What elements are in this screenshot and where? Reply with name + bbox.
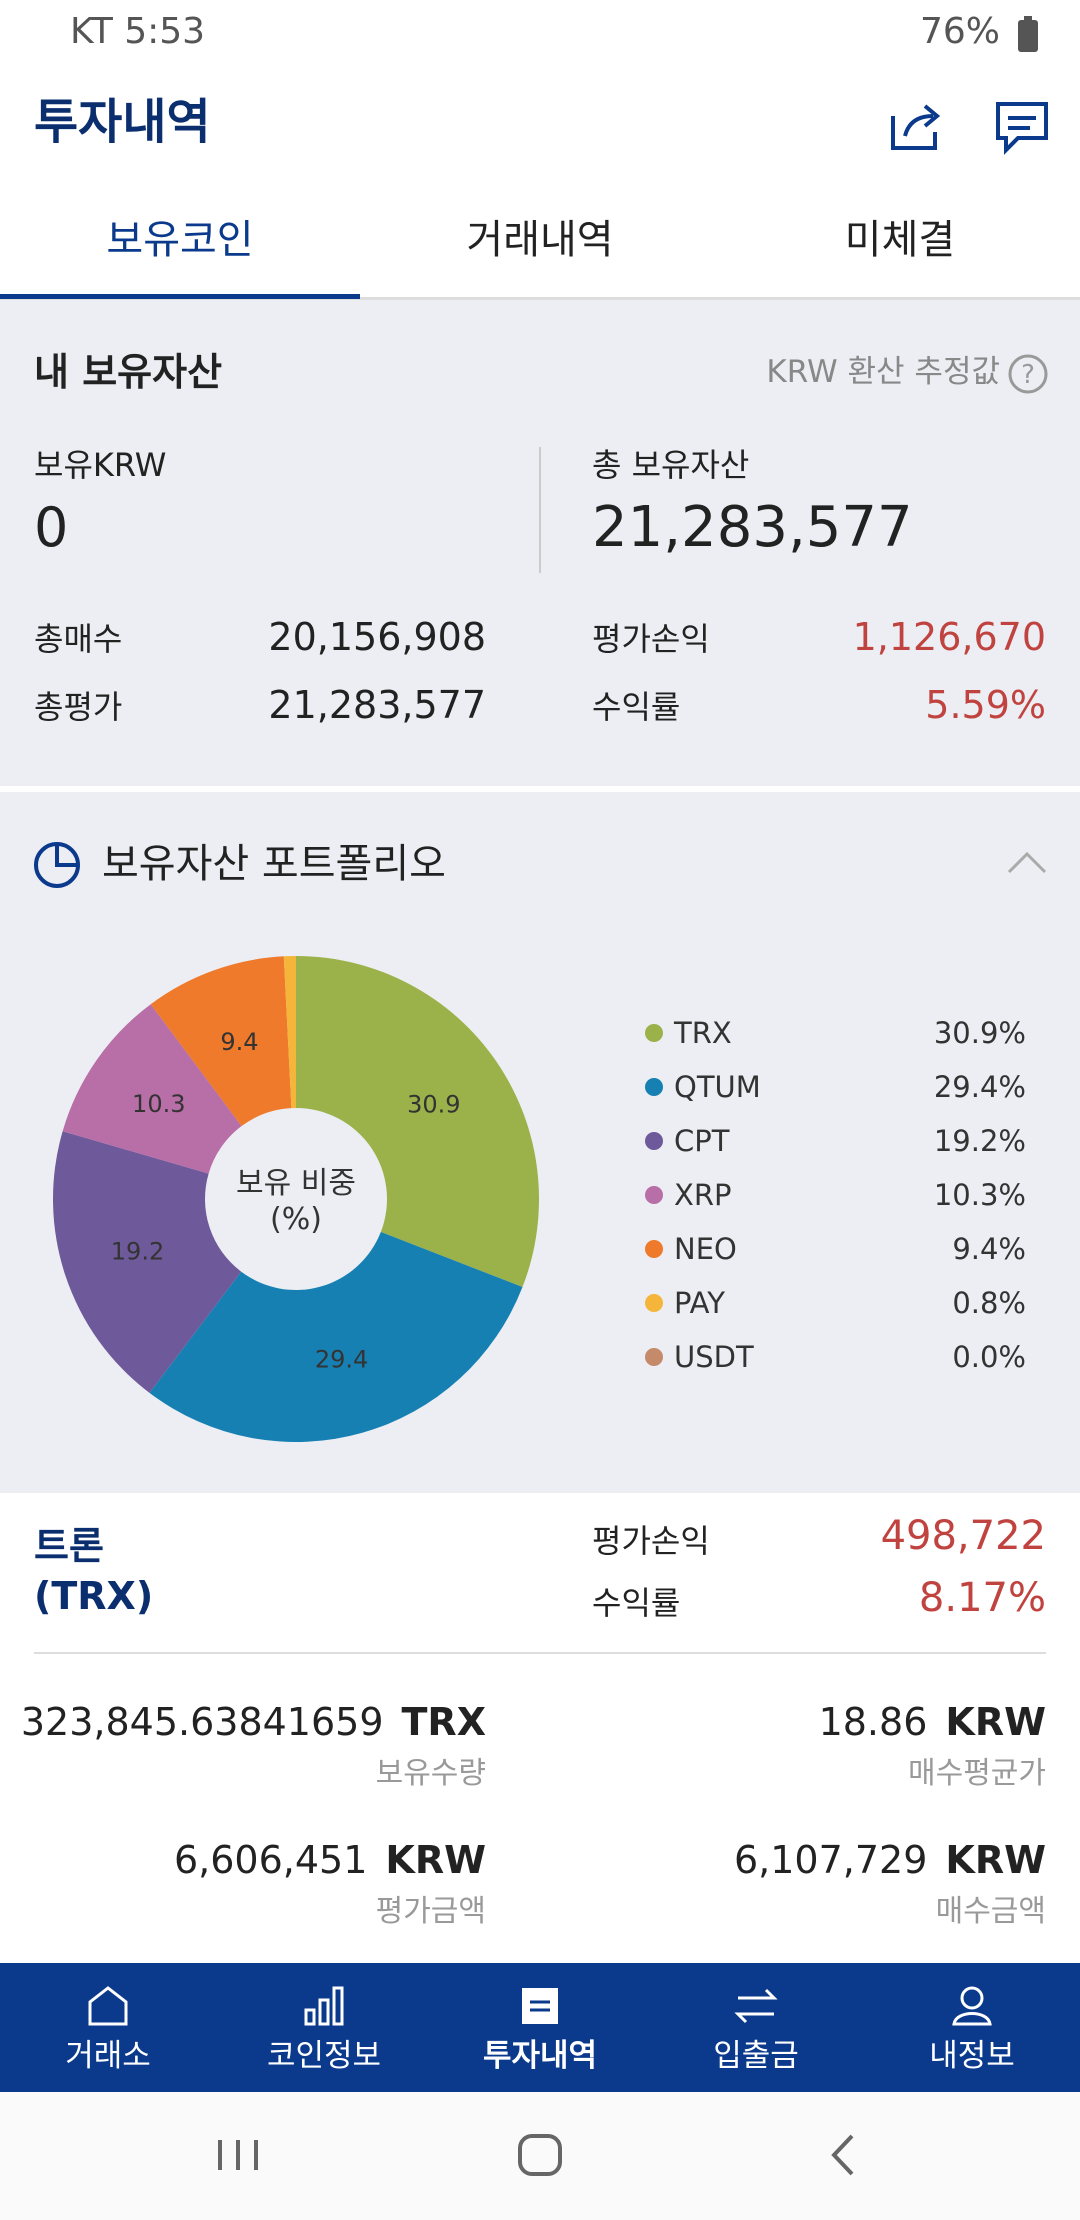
battery-icon: [1018, 16, 1038, 52]
row-value: 20,156,908: [268, 615, 486, 659]
legend-label: TRX: [673, 1016, 732, 1050]
total-label: 총 보유자산: [592, 446, 750, 484]
row-value: 1,126,670: [852, 615, 1046, 659]
assets-note: KRW 환산 추정값: [766, 354, 1000, 390]
pl-label: 평가손익: [592, 1522, 710, 1560]
legend-value: 0.0%: [952, 1340, 1026, 1374]
nav-item[interactable]: 거래소: [65, 2038, 151, 2074]
krw-value: 0: [34, 496, 69, 559]
rate-value: 8.17%: [918, 1575, 1046, 1621]
nav-item[interactable]: 입출금: [713, 2038, 799, 2074]
legend-label: XRP: [674, 1178, 732, 1212]
unit: TRX: [401, 1700, 486, 1744]
row-label: 평가손익: [592, 620, 710, 658]
legend-value: 29.4%: [934, 1070, 1026, 1104]
row-label: 총매수: [34, 620, 123, 658]
pie-slice: [149, 1231, 523, 1442]
amount: 6,606,451: [173, 1838, 368, 1882]
assets-title: 내 보유자산: [34, 350, 223, 394]
unit: KRW: [945, 1838, 1046, 1882]
nav-icons: [88, 1986, 992, 2026]
tab[interactable]: 거래내역: [466, 217, 614, 263]
pie-icon: [34, 842, 80, 888]
amount: 18.86: [818, 1700, 928, 1744]
legend-label: PAY: [674, 1286, 725, 1320]
help-icon[interactable]: ?: [1006, 352, 1050, 396]
legend-value: 9.4%: [952, 1232, 1026, 1266]
row-value: 5.59%: [925, 683, 1046, 727]
pie-slice: [62, 1004, 242, 1174]
detail-value: 6,606,451 KRW: [174, 1838, 486, 1884]
legend-swatch: [645, 1078, 663, 1096]
slice-label: 29.4: [315, 1346, 368, 1374]
legend-label: QTUM: [674, 1070, 761, 1104]
row-label: 총평가: [34, 688, 123, 726]
detail-label: 평가금액: [375, 1894, 486, 1929]
portfolio-chart: 30.9 29.4 19.2 10.3 9.4 보유 비중(%) TRX 30.9% QTUM 2…: [52, 956, 1026, 1442]
status-time: KT 5:53: [70, 11, 206, 52]
center-label: 보유 비중: [236, 1166, 356, 1201]
detail-label: 보유수량: [375, 1756, 486, 1791]
slice-label: 19.2: [111, 1238, 164, 1266]
divider: [34, 1652, 1046, 1654]
detail-label: 매수금액: [935, 1894, 1046, 1929]
legend-value: 19.2%: [934, 1124, 1026, 1158]
legend-label: NEO: [674, 1232, 737, 1266]
nav-item[interactable]: 투자내역: [482, 2038, 598, 2074]
pie-slice: [283, 956, 296, 1109]
slice-label: 10.3: [132, 1090, 185, 1118]
battery-level: 76%: [919, 11, 1000, 52]
legend-swatch: [645, 1240, 663, 1258]
tab[interactable]: 보유코인: [106, 217, 254, 263]
unit: KRW: [385, 1838, 486, 1882]
rate-label: 수익률: [592, 1584, 681, 1622]
tab[interactable]: 미체결: [844, 217, 956, 263]
coin-symbol: (TRX): [34, 1574, 154, 1618]
chat-button[interactable]: [992, 98, 1052, 158]
pl-value: 498,722: [880, 1513, 1046, 1559]
amount: 323,845.63841659: [20, 1700, 384, 1744]
page-title: 투자내역: [34, 94, 211, 150]
legend-label: USDT: [674, 1340, 754, 1374]
collapse-button[interactable]: [1005, 848, 1049, 878]
legend-swatch: [645, 1024, 663, 1042]
krw-label: 보유KRW: [34, 446, 167, 484]
legend-swatch: [645, 1348, 663, 1366]
pie-slice: [52, 1131, 242, 1393]
center-label: (%): [270, 1202, 322, 1237]
legend-value: 0.8%: [952, 1286, 1026, 1320]
legend-label: CPT: [674, 1124, 730, 1158]
legend-swatch: [645, 1294, 663, 1312]
share-button[interactable]: [885, 96, 945, 156]
svg-text:?: ?: [1021, 360, 1035, 390]
nav-item[interactable]: 내정보: [929, 2038, 1015, 2074]
tab-divider: [0, 297, 1080, 300]
tab-indicator: [0, 294, 360, 299]
slice-label: 30.9: [407, 1091, 460, 1119]
portfolio-title: 보유자산 포트폴리오: [102, 841, 446, 887]
pie-slice: [296, 956, 539, 1288]
detail-value: 18.86 KRW: [819, 1700, 1046, 1746]
row-label: 수익률: [592, 688, 681, 726]
pie-slice: [150, 956, 292, 1127]
legend-value: 10.3%: [934, 1178, 1026, 1212]
legend-swatch: [645, 1186, 663, 1204]
amount: 6,107,729: [733, 1838, 928, 1882]
detail-value: 6,107,729 KRW: [734, 1838, 1046, 1884]
detail-label: 매수평균가: [908, 1756, 1046, 1791]
divider: [539, 447, 541, 573]
system-nav: [0, 2092, 1080, 2220]
legend-value: 30.9%: [934, 1016, 1026, 1050]
total-value: 21,283,577: [592, 495, 913, 560]
detail-value: 323,845.63841659 TRX: [21, 1700, 486, 1746]
legend-swatch: [645, 1132, 663, 1150]
row-value: 21,283,577: [268, 683, 486, 727]
slice-label: 9.4: [220, 1028, 258, 1056]
bottom-nav: [0, 1963, 1080, 2092]
coin-name: 트론: [34, 1524, 104, 1568]
unit: KRW: [945, 1700, 1046, 1744]
system-buttons[interactable]: [0, 2120, 1080, 2190]
nav-item[interactable]: 코인정보: [266, 2038, 382, 2074]
